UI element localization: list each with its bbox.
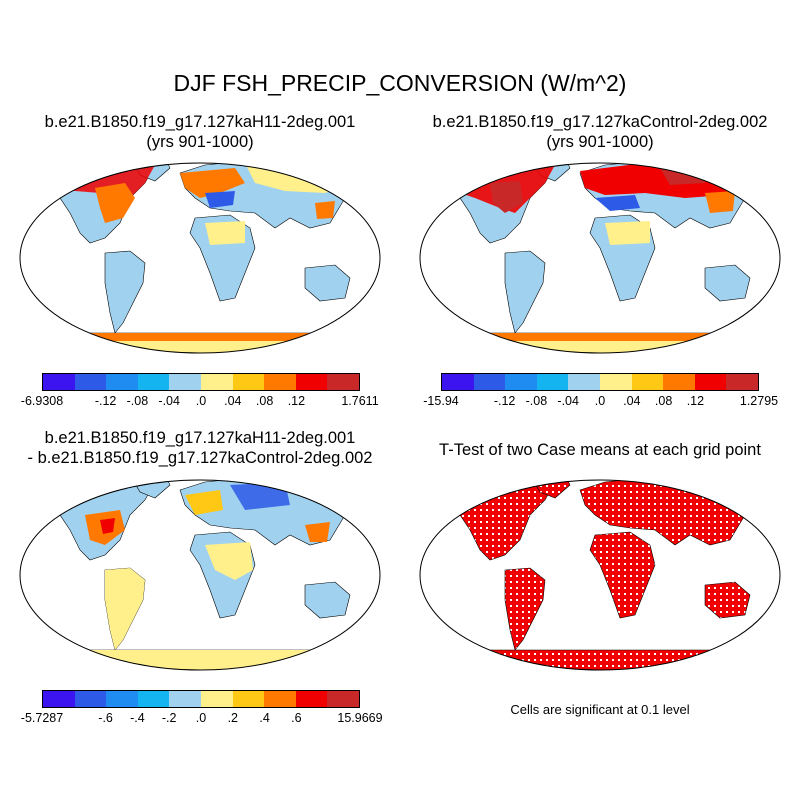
colorbar-top-left-labels: -6.9308 -.12 -.08 -.04 .0 .04 .08 .12 1.… bbox=[21, 391, 379, 408]
panel-title-top-right-line1: b.e21.B1850.f19_g17.127kaControl-2deg.00… bbox=[432, 113, 768, 131]
panel-title-top-left-line1: b.e21.B1850.f19_g17.127kaH11-2deg.001 bbox=[44, 113, 356, 131]
panel-title-bottom-right: T-Test of two Case means at each grid po… bbox=[400, 440, 800, 460]
colorbar-label: -.6 bbox=[98, 711, 113, 725]
colorbar-swatch bbox=[43, 691, 75, 707]
colorbar-label: -.04 bbox=[158, 394, 180, 408]
colorbar-label: .04 bbox=[224, 394, 242, 408]
colorbar-swatch bbox=[327, 374, 359, 390]
colorbar-swatch bbox=[137, 691, 170, 707]
map-top-left-border bbox=[19, 162, 381, 354]
colorbar-swatch bbox=[505, 374, 537, 390]
colorbar-swatch bbox=[473, 374, 506, 390]
map-bottom-left-border bbox=[19, 479, 381, 671]
colorbar-label: .12 bbox=[686, 394, 705, 408]
colorbar-label: .08 bbox=[654, 394, 673, 408]
panel-title-top-right-line2: (yrs 901-1000) bbox=[546, 133, 654, 151]
colorbar-label: .4 bbox=[259, 711, 270, 725]
colorbar-label: .08 bbox=[255, 394, 274, 408]
colorbar-label: .2 bbox=[227, 711, 239, 725]
colorbar-label: .0 bbox=[594, 394, 606, 408]
colorbar-swatch bbox=[137, 374, 170, 390]
panel-title-top-right: b.e21.B1850.f19_g17.127kaControl-2deg.00… bbox=[400, 112, 800, 152]
colorbar-top-left: -6.9308 -.12 -.08 -.04 .0 .04 .08 .12 1.… bbox=[21, 373, 379, 408]
colorbar-label: 1.7611 bbox=[341, 394, 379, 408]
colorbar-swatch bbox=[106, 374, 138, 390]
colorbar-label: .0 bbox=[195, 711, 207, 725]
panel-title-top-left: b.e21.B1850.f19_g17.127kaH11-2deg.001 (y… bbox=[0, 112, 400, 152]
colorbar-swatch bbox=[536, 374, 569, 390]
colorbar-label: 1.2795 bbox=[739, 394, 779, 408]
colorbar-label: -.4 bbox=[130, 711, 145, 725]
colorbar-swatch bbox=[43, 374, 75, 390]
colorbar-swatch bbox=[295, 691, 328, 707]
colorbar-swatch bbox=[232, 374, 265, 390]
colorbar-swatch bbox=[169, 374, 201, 390]
colorbar-label: -.08 bbox=[525, 394, 548, 408]
colorbar-swatch bbox=[694, 374, 727, 390]
colorbar-top-right-labels: -15.94 -.12 -.08 -.04 .0 .04 .08 .12 1.2… bbox=[423, 391, 778, 408]
panel-title-bottom-left-line2: - b.e21.B1850.f19_g17.127kaControl-2deg.… bbox=[27, 449, 373, 467]
colorbar-bottom-left-labels: -5.7287 -.6 -.4 -.2 .0 .2 .4 .6 15.9669 bbox=[21, 708, 383, 725]
colorbar-label: -.08 bbox=[126, 394, 149, 408]
colorbar-swatch bbox=[74, 691, 107, 707]
colorbar-label: 15.9669 bbox=[337, 711, 383, 725]
colorbar-swatch bbox=[295, 374, 328, 390]
colorbar-swatch bbox=[200, 691, 233, 707]
colorbar-swatch bbox=[232, 691, 265, 707]
panel-title-bottom-left: b.e21.B1850.f19_g17.127kaH11-2deg.001 - … bbox=[0, 428, 400, 468]
colorbar-top-right-swatches bbox=[441, 373, 759, 391]
colorbar-swatch bbox=[327, 691, 359, 707]
colorbar-swatch bbox=[663, 374, 695, 390]
colorbar-swatch bbox=[726, 374, 758, 390]
significance-note: Cells are significant at 0.1 level bbox=[510, 702, 690, 717]
map-bottom-right-border bbox=[419, 479, 781, 671]
colorbar-label: -6.9308 bbox=[20, 394, 64, 408]
colorbar-top-left-swatches bbox=[42, 373, 360, 391]
panel-title-bottom-right-line1: T-Test of two Case means at each grid po… bbox=[439, 441, 761, 459]
colorbar-top-right: -15.94 -.12 -.08 -.04 .0 .04 .08 .12 1.2… bbox=[423, 373, 778, 408]
colorbar-label: -5.7287 bbox=[20, 711, 64, 725]
colorbar-swatch bbox=[106, 691, 138, 707]
panel-title-top-left-line2: (yrs 901-1000) bbox=[146, 133, 254, 151]
colorbar-label: -.12 bbox=[94, 394, 117, 408]
colorbar-label: -.2 bbox=[161, 711, 177, 725]
map-top-left bbox=[19, 162, 381, 354]
colorbar-label: -15.94 bbox=[423, 394, 459, 408]
colorbar-label: .04 bbox=[623, 394, 641, 408]
colorbar-swatch bbox=[568, 374, 600, 390]
colorbar-label: .6 bbox=[291, 711, 302, 725]
map-top-right-border bbox=[419, 162, 781, 354]
colorbar-label: -.04 bbox=[557, 394, 579, 408]
main-title: DJF FSH_PRECIP_CONVERSION (W/m^2) bbox=[173, 70, 627, 96]
colorbar-bottom-left-swatches bbox=[42, 690, 360, 708]
colorbar-label: -.12 bbox=[493, 394, 516, 408]
colorbar-swatch bbox=[264, 374, 296, 390]
colorbar-label: .12 bbox=[287, 394, 306, 408]
colorbar-swatch bbox=[264, 691, 296, 707]
panel-title-bottom-left-line1: b.e21.B1850.f19_g17.127kaH11-2deg.001 bbox=[44, 429, 356, 447]
colorbar-swatch bbox=[631, 374, 664, 390]
map-top-right bbox=[419, 162, 781, 354]
colorbar-swatch bbox=[200, 374, 233, 390]
colorbar-label: .0 bbox=[195, 394, 207, 408]
map-bottom-left bbox=[19, 479, 381, 671]
colorbar-swatch bbox=[599, 374, 632, 390]
colorbar-swatch bbox=[74, 374, 107, 390]
colorbar-swatch bbox=[169, 691, 201, 707]
colorbar-bottom-left: -5.7287 -.6 -.4 -.2 .0 .2 .4 .6 15.9669 bbox=[21, 690, 383, 725]
colorbar-swatch bbox=[442, 374, 474, 390]
map-bottom-right bbox=[419, 479, 781, 671]
